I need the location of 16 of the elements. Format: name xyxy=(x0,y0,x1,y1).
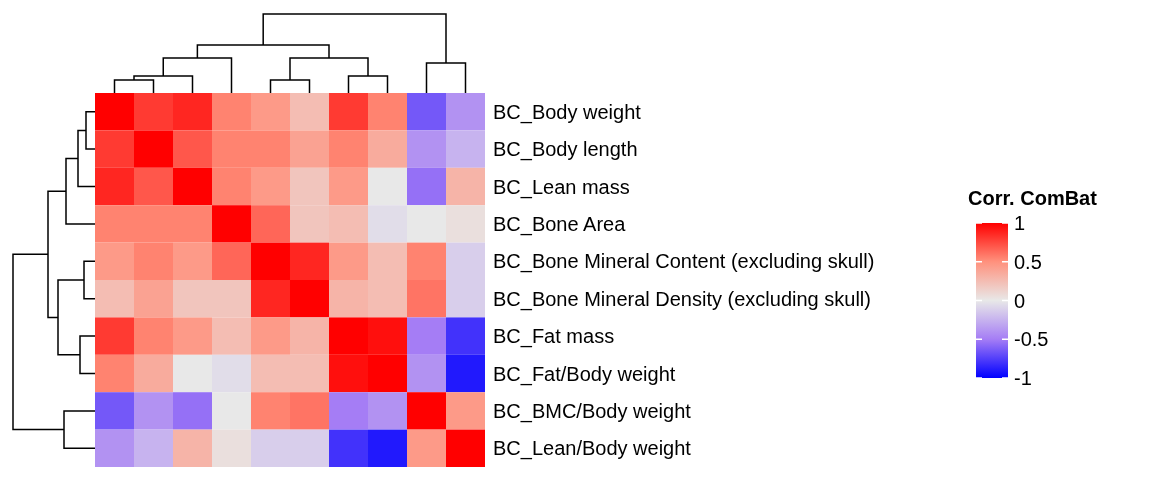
y-tick-label: BC_Body weight xyxy=(493,100,642,124)
y-tick-label: BC_Lean/Body weight xyxy=(493,437,692,461)
color-bar-label: -0.5 xyxy=(1014,328,1049,351)
y-tick-label: BC_BMC/Body weight xyxy=(493,400,692,423)
y-tick-label: BC_Lean mass xyxy=(493,175,630,199)
y-tick-label: BC_Fat mass xyxy=(493,325,615,349)
color-bar-label: 1 xyxy=(1014,212,1026,234)
y-tick-label: BC_Bone Mineral Content (excluding skull) xyxy=(493,250,875,274)
color-bar-label: 0.5 xyxy=(1014,250,1042,273)
color-bar-label: -1 xyxy=(1014,367,1032,389)
y-tick-label: BC_Bone Mineral Density (excluding skull) xyxy=(493,287,871,311)
legend-title: Corr. ComBat xyxy=(968,187,1098,209)
y-tick-label: BC_Bone Area xyxy=(493,213,627,236)
color-bar-label: 0 xyxy=(1014,289,1026,312)
y-tick-label: BC_Body length xyxy=(493,138,638,162)
y-tick-label: BC_Fat/Body weight xyxy=(493,362,676,386)
